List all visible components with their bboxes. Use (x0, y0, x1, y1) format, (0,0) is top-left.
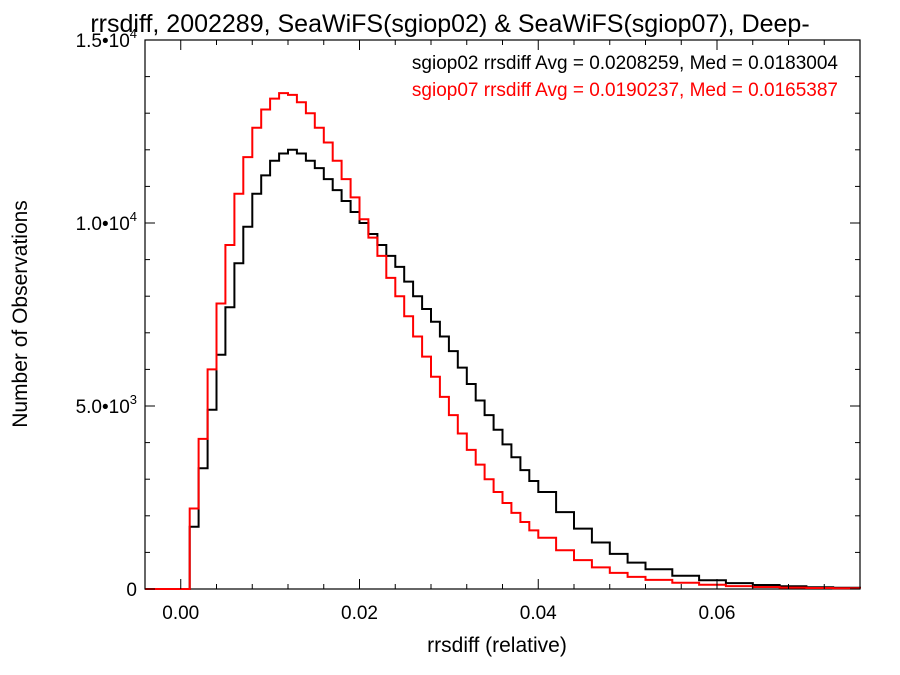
series-layer (145, 92, 861, 590)
y-axis: 0 5.0•103 1.0•104 1.5•104 (76, 26, 860, 601)
x-tick-label: 0.00 (162, 603, 199, 624)
x-tick-label: 0.02 (341, 603, 378, 624)
y-tick-label: 1.5•104 (76, 26, 137, 52)
y-tick-label: 0 (126, 580, 137, 601)
series-line-0 (145, 148, 861, 590)
legend-label-sgiop02: sgiop02 rrsdiff Avg = 0.0208259, Med = 0… (412, 53, 839, 74)
x-tick-label: 0.04 (520, 603, 557, 624)
series-line-1 (145, 92, 861, 590)
plot-area: 0.00 0.02 0.04 0.06 0 5.0•103 1.0•104 1.5•104 (76, 26, 861, 624)
y-axis-label: Number of Observations (9, 200, 32, 428)
x-axis-label: rrsdiff (relative) (427, 634, 567, 657)
legend-label-sgiop07: sgiop07 rrsdiff Avg = 0.0190237, Med = 0… (412, 80, 838, 101)
plot-frame (144, 39, 861, 590)
x-axis: 0.00 0.02 0.04 0.06 (144, 40, 861, 624)
y-tick-label: 5.0•103 (76, 392, 137, 418)
legend: sgiop02 rrsdiff Avg = 0.0208259, Med = 0… (412, 53, 839, 101)
chart-title: rrsdiff, 2002289, SeaWiFS(sgiop02) & Sea… (90, 10, 809, 38)
x-tick-label: 0.06 (699, 603, 736, 624)
y-tick-label: 1.0•104 (76, 209, 137, 235)
